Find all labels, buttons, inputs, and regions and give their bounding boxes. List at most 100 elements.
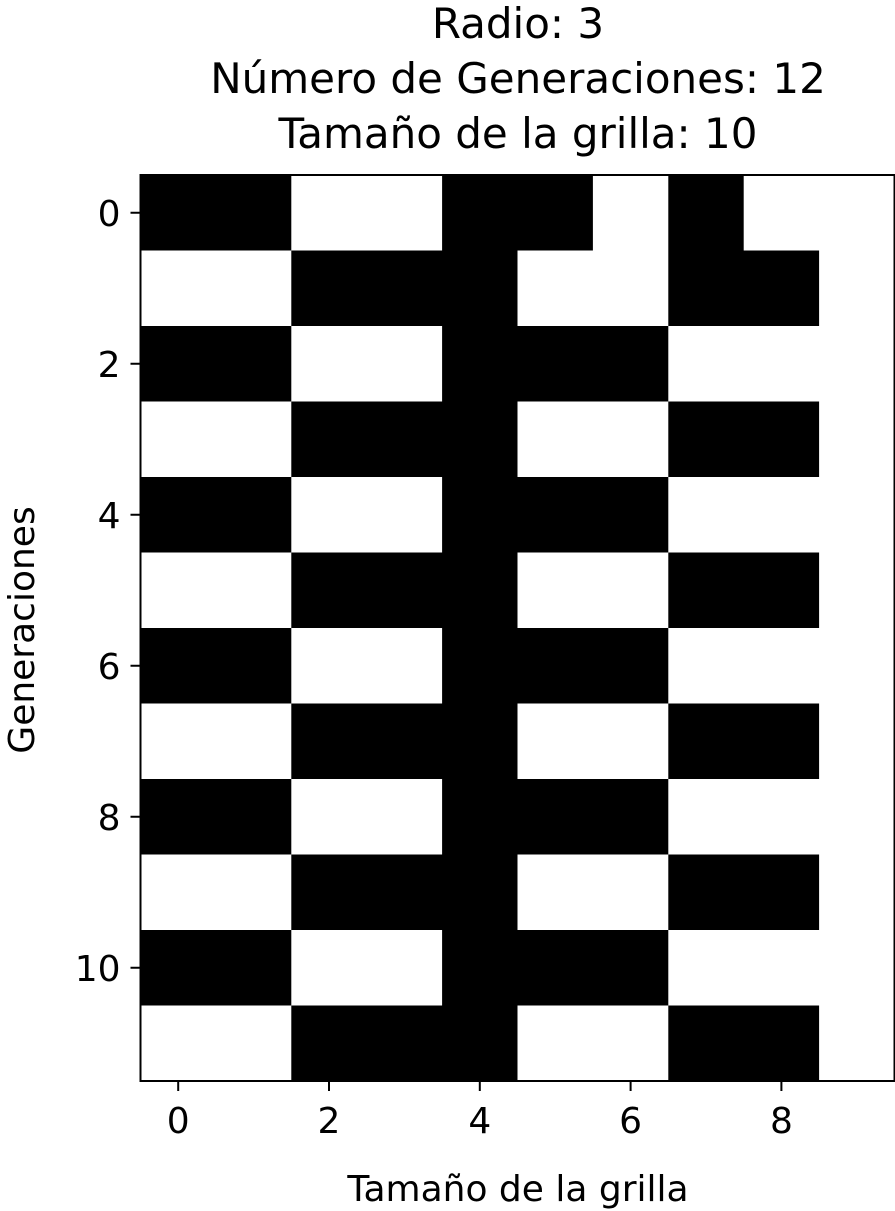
heatmap-cell (140, 854, 217, 931)
title-line-3: Tamaño de la grilla: 10 (278, 109, 758, 158)
heatmap-cell (442, 930, 518, 1006)
heatmap-cell (819, 326, 895, 402)
heatmap-cell (743, 779, 820, 855)
heatmap-cell (743, 401, 820, 478)
heatmap-cell (743, 326, 820, 402)
heatmap-cell (291, 628, 368, 704)
heatmap-cell (592, 552, 669, 629)
heatmap-cell (743, 552, 820, 629)
y-tick-label: 8 (98, 798, 121, 839)
heatmap-cell (215, 628, 292, 704)
heatmap-cell (366, 930, 443, 1006)
heatmap-cell (743, 703, 820, 780)
heatmap-cell (442, 250, 518, 327)
heatmap-cell (291, 930, 368, 1006)
heatmap-cell (140, 779, 217, 855)
heatmap-cell (668, 250, 745, 327)
heatmap-cell (291, 854, 368, 931)
heatmap-cell (819, 552, 895, 629)
heatmap-cell (442, 628, 518, 704)
heatmap-cell (668, 477, 745, 553)
heatmap-cell (140, 1005, 217, 1082)
title-line-1: Radio: 3 (432, 0, 604, 48)
heatmap-cell (517, 1005, 594, 1082)
heatmap-cell (592, 1005, 669, 1082)
heatmap-cell (819, 250, 895, 327)
heatmap-cell (291, 477, 368, 553)
x-axis-ticks: 0 2 4 6 8 (167, 1081, 793, 1142)
heatmap-cell (291, 250, 368, 327)
heatmap-cell (140, 175, 217, 251)
heatmap-cell (442, 703, 518, 780)
heatmap-cell (668, 930, 745, 1006)
heatmap-cell (517, 854, 594, 931)
heatmap-cell (215, 1005, 292, 1082)
heatmap-cell (517, 552, 594, 629)
y-tick-label: 10 (75, 949, 121, 990)
heatmap-cell (743, 175, 820, 251)
heatmap-cell (291, 326, 368, 402)
heatmap-cell (140, 552, 217, 629)
heatmap-cell (668, 175, 745, 251)
heatmap-cells (140, 175, 895, 1082)
heatmap-cell (517, 703, 594, 780)
heatmap-cell (215, 250, 292, 327)
heatmap-cell (215, 779, 292, 855)
heatmap-cell (668, 628, 745, 704)
heatmap-cell (592, 930, 669, 1006)
heatmap-cell (592, 703, 669, 780)
heatmap-cell (819, 1005, 895, 1082)
heatmap-cell (442, 552, 518, 629)
heatmap-cell (215, 854, 292, 931)
heatmap-cell (517, 401, 594, 478)
heatmap-cell (140, 326, 217, 402)
heatmap-cell (592, 175, 669, 251)
y-tick-label: 0 (98, 194, 121, 235)
heatmap-cell (215, 326, 292, 402)
heatmap-cell (592, 628, 669, 704)
heatmap-cell (517, 175, 594, 251)
y-tick-label: 4 (98, 496, 121, 537)
heatmap-cell (743, 930, 820, 1006)
heatmap-cell (592, 477, 669, 553)
heatmap-cell (366, 1005, 443, 1082)
chart-title: Radio: 3 Número de Generaciones: 12 Tama… (210, 0, 826, 158)
heatmap-cell (743, 854, 820, 931)
x-axis-label: Tamaño de la grilla (346, 1169, 688, 1210)
heatmap-cell (366, 779, 443, 855)
heatmap-cell (366, 552, 443, 629)
heatmap-cell (592, 854, 669, 931)
heatmap-cell (291, 401, 368, 478)
heatmap-cell (291, 703, 368, 780)
heatmap-cell (819, 854, 895, 931)
heatmap-cell (366, 250, 443, 327)
heatmap-cell (442, 326, 518, 402)
heatmap-cell (517, 930, 594, 1006)
heatmap-cell (819, 401, 895, 478)
x-tick-label: 2 (318, 1101, 341, 1142)
y-tick-label: 6 (98, 647, 121, 688)
x-tick-label: 6 (619, 1101, 642, 1142)
heatmap-cell (819, 930, 895, 1006)
heatmap-cell (442, 779, 518, 855)
heatmap-cell (517, 477, 594, 553)
heatmap-cell (743, 477, 820, 553)
heatmap-cell (668, 779, 745, 855)
heatmap-cell (140, 401, 217, 478)
heatmap-cell (215, 401, 292, 478)
heatmap-cell (366, 477, 443, 553)
heatmap-cell (819, 779, 895, 855)
heatmap-cell (592, 401, 669, 478)
heatmap-cell (668, 401, 745, 478)
title-line-2: Número de Generaciones: 12 (210, 54, 826, 103)
heatmap-cell (442, 175, 518, 251)
heatmap-cell (140, 930, 217, 1006)
x-tick-label: 0 (167, 1101, 190, 1142)
heatmap-cell (291, 175, 368, 251)
heatmap-cell (517, 628, 594, 704)
heatmap-cell (291, 1005, 368, 1082)
heatmap-cell (819, 175, 895, 251)
heatmap-cell (743, 628, 820, 704)
heatmap-cell (592, 326, 669, 402)
heatmap-cell (442, 854, 518, 931)
